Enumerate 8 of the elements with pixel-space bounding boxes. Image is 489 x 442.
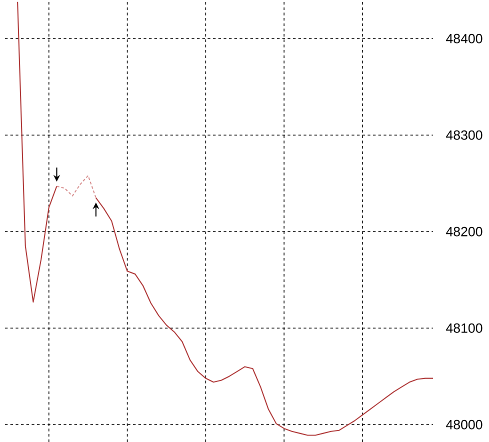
y-tick-label: 48000	[446, 420, 482, 430]
y-tick-label: 48200	[446, 226, 482, 236]
line-series	[95, 197, 434, 436]
y-tick-label: 48100	[446, 323, 482, 333]
line-series	[56, 175, 96, 198]
y-tick-label: 48400	[446, 34, 482, 44]
line-series	[17, 1, 58, 303]
y-tick-label: 48300	[446, 130, 482, 140]
